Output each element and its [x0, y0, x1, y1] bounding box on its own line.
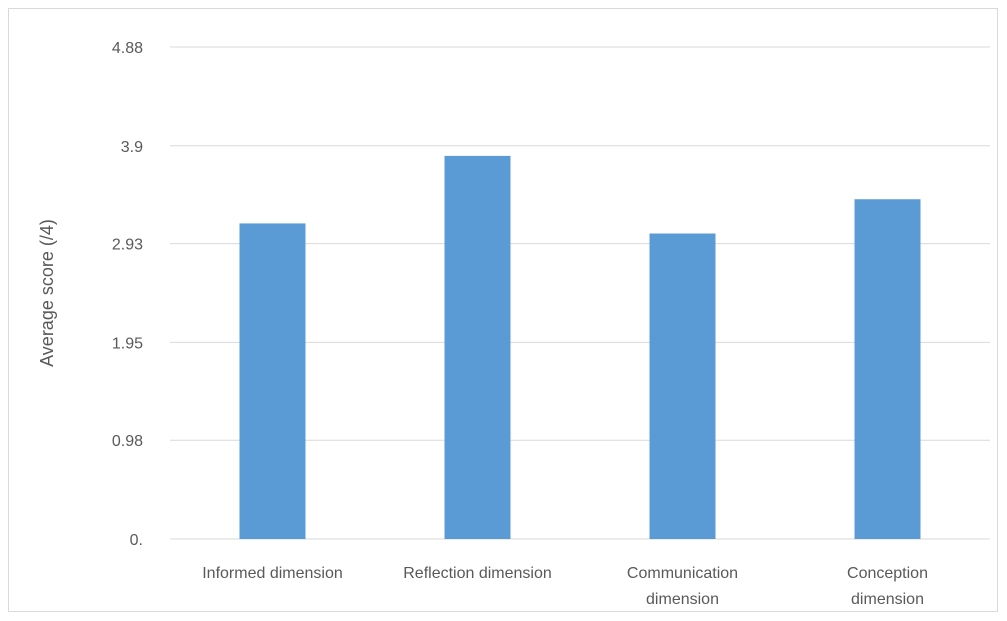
bar: [444, 155, 511, 539]
bar: [854, 199, 921, 539]
x-tick-label: Reflection dimension: [403, 565, 552, 582]
x-tick-label: Informed dimension: [202, 565, 343, 582]
y-tick-label: 0.: [130, 532, 143, 549]
y-tick-label: 0.98: [112, 433, 143, 450]
x-tick-label: Communication: [627, 565, 738, 582]
y-tick-label: 2.93: [112, 237, 143, 254]
bar: [649, 233, 716, 539]
x-tick-label: dimension: [646, 591, 719, 608]
bar: [239, 223, 306, 539]
y-tick-label: 3.9: [121, 139, 143, 156]
x-tick-label: Conception: [847, 565, 928, 582]
x-tick-label: dimension: [851, 591, 924, 608]
y-tick-label: 4.88: [112, 40, 143, 57]
y-axis-title: Average score (/4): [37, 219, 57, 367]
y-tick-label: 1.95: [112, 335, 143, 352]
